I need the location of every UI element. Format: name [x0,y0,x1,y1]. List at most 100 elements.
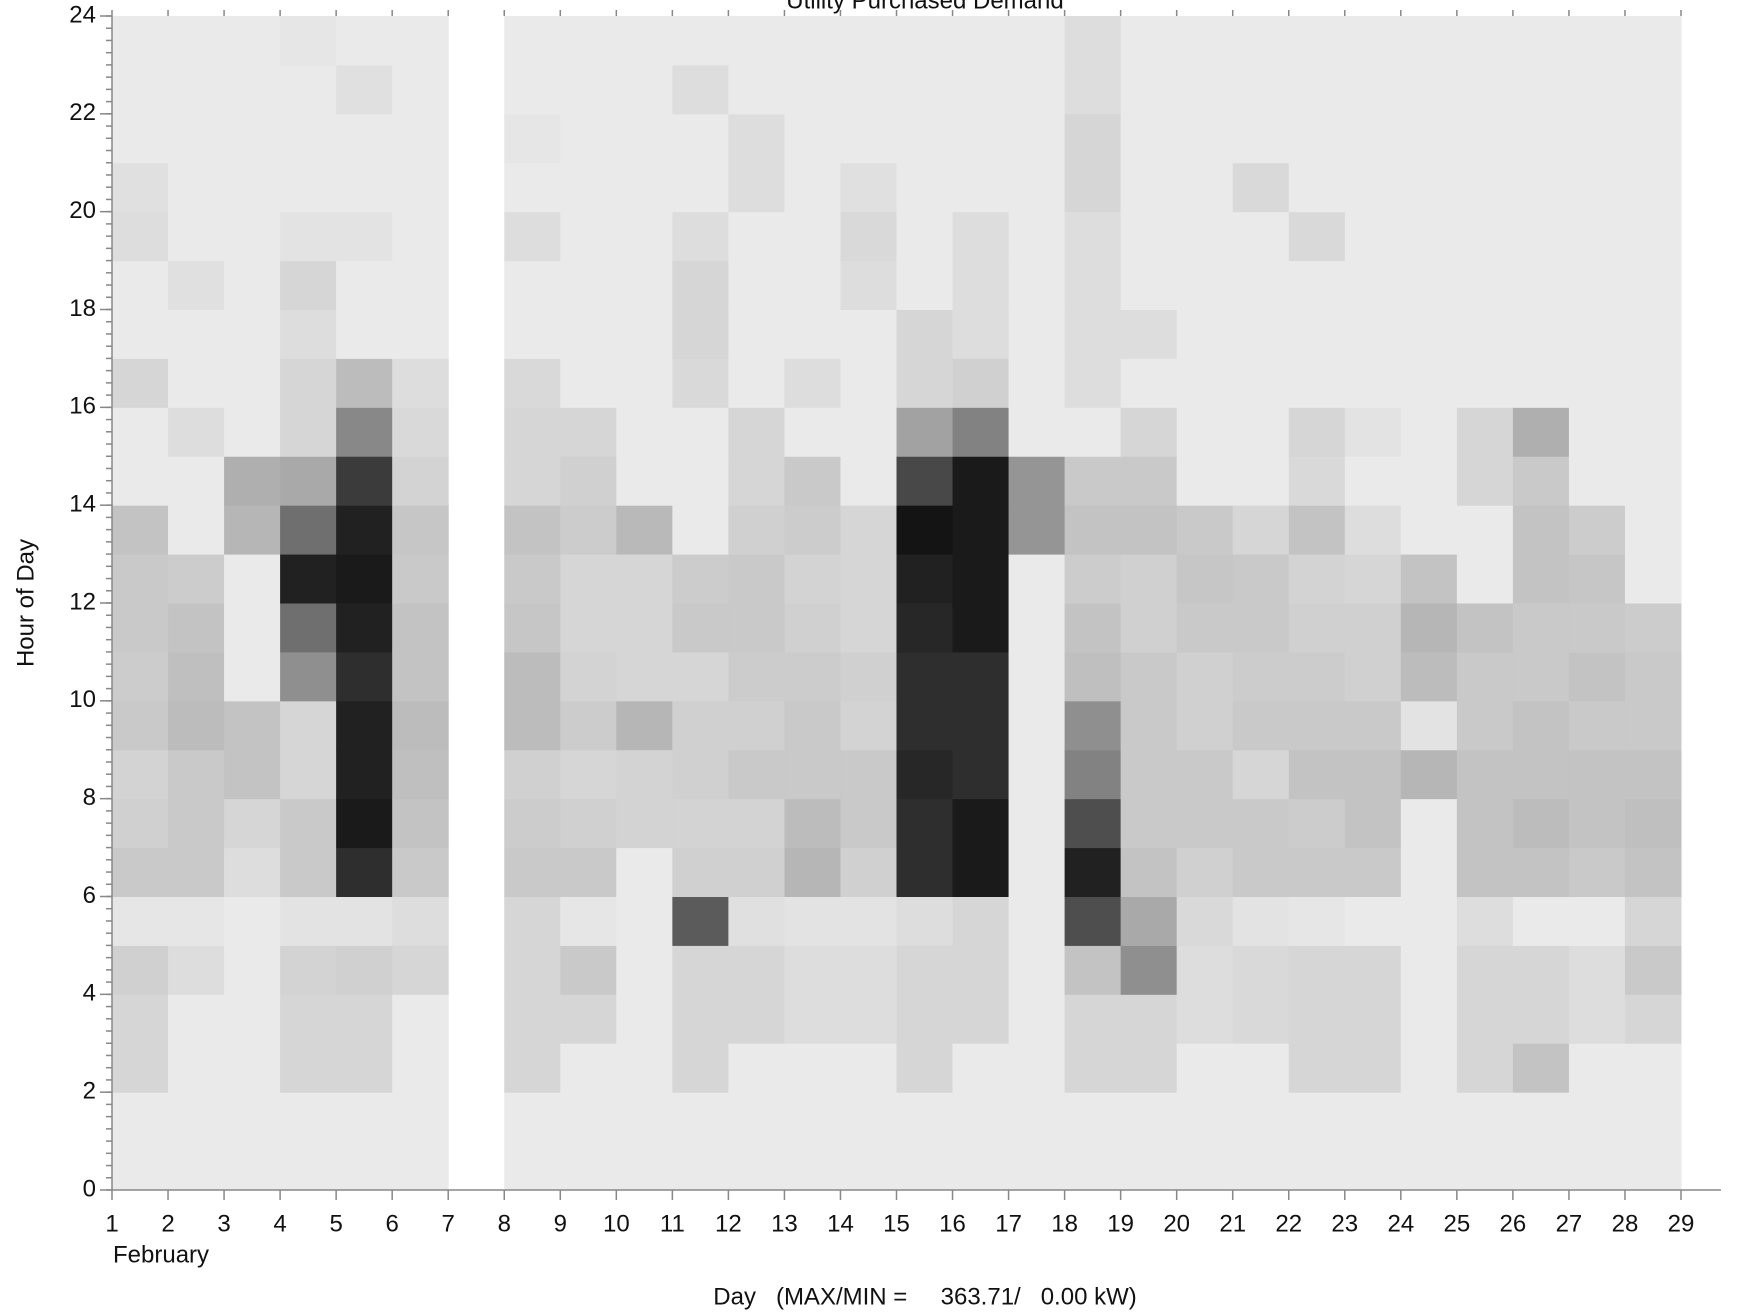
heatmap-cell [280,700,337,751]
heatmap-cell [168,162,225,213]
heatmap-cell [1624,651,1682,702]
heatmap-cell [1624,505,1682,555]
heatmap-cell [1568,896,1626,946]
heatmap-cell [1008,1092,1066,1142]
heatmap-cell [1344,358,1402,408]
heatmap-cell [728,358,785,408]
heatmap-cell [784,1043,841,1093]
heatmap-cell [840,309,897,359]
heatmap-cell [560,603,617,653]
heatmap-cell [952,994,1010,1044]
heatmap-cell [896,700,954,751]
heatmap-cell [336,554,393,604]
heatmap-cell [224,603,281,653]
heatmap-cell [504,113,561,164]
heatmap-cell [168,798,225,849]
heatmap-cell [952,1092,1010,1142]
heatmap-cell [392,16,449,66]
heatmap-cell [336,211,393,262]
heatmap-cell [560,994,617,1044]
heatmap-cell [952,64,1010,115]
heatmap-cell [112,847,169,897]
heatmap-cell [1288,847,1346,897]
heatmap-cell [1456,309,1514,359]
heatmap-cell [504,260,561,310]
heatmap-cell [560,64,617,115]
heatmap-cell [952,847,1010,897]
heatmap-cell [1400,456,1458,506]
heatmap-cell [1456,554,1514,604]
heatmap-cell [840,749,897,800]
heatmap-cell [1512,798,1570,849]
heatmap-cell [1064,749,1122,800]
heatmap-cell [784,16,841,66]
heatmap-cell [1288,945,1346,995]
heatmap-cell [1456,358,1514,408]
heatmap-cell [1008,211,1066,262]
heatmap-cell [1008,505,1066,555]
heatmap-cell [168,994,225,1044]
heatmap-cell [1624,260,1682,310]
heatmap-cell [728,505,785,555]
heatmap-cell [616,798,673,849]
heatmap-cell [280,994,337,1044]
heatmap-cell [504,456,561,506]
heatmap-cell [280,749,337,800]
heatmap-cell [616,896,673,946]
heatmap-cell [840,554,897,604]
x-tick-label: 26 [1500,1210,1527,1237]
heatmap-cell [1456,994,1514,1044]
heatmap-cell [672,994,729,1044]
heatmap-cell [616,700,673,751]
heatmap-cell [840,651,897,702]
heatmap-cell [392,505,449,555]
heatmap-cell [784,505,841,555]
x-tick-label: 28 [1612,1210,1639,1237]
x-tick-label: 15 [883,1210,910,1237]
x-tick-label: 18 [1051,1210,1078,1237]
heatmap-cell [1400,945,1458,995]
heatmap-cell [504,554,561,604]
heatmap-cell [1232,651,1290,702]
heatmap-cell [168,505,225,555]
heatmap-cell [1344,994,1402,1044]
heatmap-cell [1400,505,1458,555]
heatmap-cell [840,16,897,66]
heatmap-cell [1232,945,1290,995]
heatmap-cell [224,700,281,751]
heatmap-cell [1120,554,1178,604]
x-tick-label: 17 [995,1210,1022,1237]
heatmap-cell [280,162,337,213]
y-tick-label: 16 [69,393,96,420]
heatmap-cell [112,260,169,310]
heatmap-cell [1400,554,1458,604]
heatmap-cell [1288,358,1346,408]
heatmap-cell [1232,700,1290,751]
heatmap-cell [168,700,225,751]
heatmap-cell [784,358,841,408]
heatmap-cell [616,1092,673,1142]
heatmap-cell [952,1043,1010,1093]
heatmap-cell [1400,847,1458,897]
heatmap-cell [672,113,729,164]
heatmap-cell [1512,603,1570,653]
heatmap-cell [392,211,449,262]
heatmap-cell [392,847,449,897]
heatmap-cell [1456,456,1514,506]
heatmap-cell [1344,700,1402,751]
heatmap-cell [168,358,225,408]
heatmap-cell [504,358,561,408]
heatmap-cell [112,554,169,604]
heatmap-cell [224,1043,281,1093]
heatmap-cell [896,260,954,310]
heatmap-cell [392,994,449,1044]
heatmap-cell [1008,994,1066,1044]
heatmap-cell [560,456,617,506]
x-tick-label: 22 [1275,1210,1302,1237]
x-tick-label: 5 [329,1210,342,1237]
heatmap-cell [280,651,337,702]
heatmap-cell [672,603,729,653]
heatmap-cell [728,700,785,751]
heatmap-cell [1008,847,1066,897]
heatmap-cell [952,407,1010,457]
